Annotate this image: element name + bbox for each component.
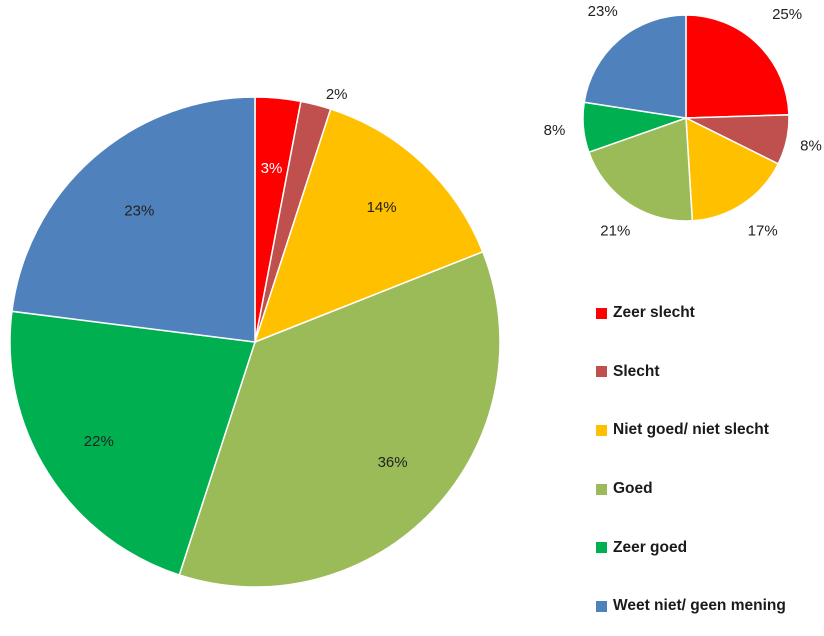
chart-stage: 3% 2% 14% 36% 22% 23% 25% 8% 17% 21% 8% 23% Zeer s… <box>0 0 824 600</box>
slice-label-goed: 21% <box>600 223 630 240</box>
chart-legend: Zeer slecht Slecht Niet goed/ niet slech… <box>596 284 824 636</box>
legend-item-zeer-slecht: Zeer slecht <box>596 284 824 343</box>
slice-label-niet-goed-niet-slecht: 17% <box>748 223 778 240</box>
slice-label-niet-goed-niet-slecht: 14% <box>367 199 397 216</box>
legend-item-slecht: Slecht <box>596 343 824 402</box>
legend-label: Niet goed/ niet slecht <box>613 421 769 439</box>
legend-item-zeer-goed: Zeer goed <box>596 518 824 577</box>
legend-swatch <box>596 308 607 319</box>
legend-item-niet-goed-niet-slecht: Niet goed/ niet slecht <box>596 401 824 460</box>
slice-label-zeer-slecht: 25% <box>772 6 802 23</box>
large-pie-chart: 3% 2% 14% 36% 22% 23% <box>10 86 500 587</box>
slice-label-zeer-slecht: 3% <box>261 160 283 177</box>
slice-label-zeer-goed: 8% <box>544 122 566 139</box>
legend-label: Zeer slecht <box>613 304 695 322</box>
legend-swatch <box>596 542 607 553</box>
legend-item-weet-niet-geen-mening: Weet niet/ geen mening <box>596 577 824 636</box>
slice-label-slecht: 2% <box>326 86 348 103</box>
pie-slice-zeer-slecht <box>686 15 789 118</box>
slice-label-weet-niet-geen-mening: 23% <box>588 3 618 20</box>
legend-label: Slecht <box>613 363 660 381</box>
legend-swatch <box>596 425 607 436</box>
slice-label-goed: 36% <box>378 454 408 471</box>
legend-label: Goed <box>613 480 653 498</box>
legend-item-goed: Goed <box>596 460 824 519</box>
small-pie-chart: 25% 8% 17% 21% 8% 23% <box>544 3 822 240</box>
legend-swatch <box>596 601 607 612</box>
legend-swatch <box>596 366 607 377</box>
pie-slice-weet-niet-geen-mening <box>584 15 686 118</box>
legend-label: Zeer goed <box>613 539 687 557</box>
slice-label-zeer-goed: 22% <box>84 433 114 450</box>
slice-label-slecht: 8% <box>800 137 822 154</box>
slice-label-weet-niet-geen-mening: 23% <box>124 203 154 220</box>
legend-swatch <box>596 484 607 495</box>
